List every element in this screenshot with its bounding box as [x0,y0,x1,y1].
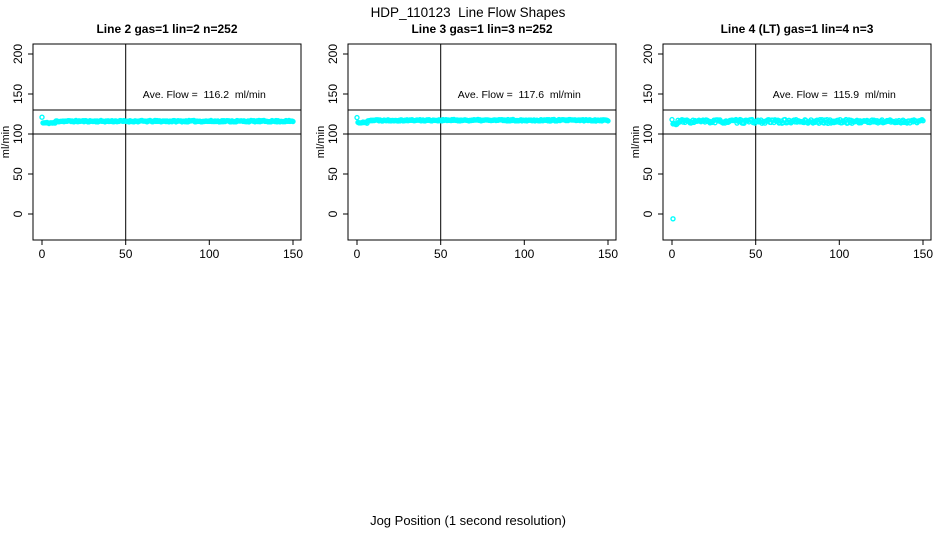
ave-flow-annotation: Ave. Flow = 116.2 ml/min [143,89,266,101]
x-tick-label: 100 [514,247,534,261]
data-point [39,114,45,120]
y-tick-label: 100 [11,124,25,144]
x-tick-label: 50 [434,247,448,261]
panel-line2: Line 2 gas=1 lin=2 n=252 0 50 100 150 0 50 100… [1,20,305,268]
plot-line4: 0 50 100 150 0 50 100 150 200 ml/min Ave. Flow = 1… [631,43,933,261]
y-axis-label: ml/min [631,126,642,158]
y-tick-label: 50 [11,167,25,181]
plot-frame [347,43,617,241]
data-point [670,216,676,222]
plot-line2: 0 50 100 150 0 50 100 150 200 ml/min Ave. Flow = 1… [1,43,303,261]
y-tick-label: 0 [641,210,655,217]
figure-title: HDP_110123 Line Flow Shapes [370,5,566,20]
x-tick-label: 100 [829,247,849,261]
x-tick-label: 100 [199,247,219,261]
y-tick-label: 150 [641,84,655,104]
plot-frame [662,43,932,241]
x-tick-label: 50 [119,247,133,261]
panel-line4: Line 4 (LT) gas=1 lin=4 n=3 0 50 100 150 0 50… [631,20,935,268]
y-tick-label: 150 [11,84,25,104]
data-point [290,118,296,125]
panel-line2-title: Line 2 gas=1 lin=2 n=252 [96,22,238,36]
data-point [920,117,926,124]
y-axis-label: ml/min [316,126,327,158]
x-tick-label: 150 [913,247,933,261]
x-tick-label: 0 [669,247,676,261]
y-tick-label: 150 [326,84,340,104]
y-tick-label: 50 [641,167,655,181]
ave-flow-annotation: Ave. Flow = 115.9 ml/min [773,89,896,101]
plot-line3: 0 50 100 150 0 50 100 150 200 ml/min Ave. Flow = 1… [316,43,618,261]
y-axis-label: ml/min [1,126,12,158]
plot-frame [32,43,302,241]
y-tick-label: 100 [326,124,340,144]
data-point [605,118,611,124]
x-tick-label: 50 [749,247,763,261]
x-tick-label: 150 [283,247,303,261]
y-tick-label: 0 [11,210,25,217]
y-tick-label: 200 [641,44,655,64]
y-tick-label: 0 [326,210,340,217]
x-tick-label: 0 [354,247,361,261]
data-point [354,114,360,121]
panel-line3-title: Line 3 gas=1 lin=3 n=252 [411,22,553,36]
y-tick-label: 50 [326,167,340,181]
y-tick-label: 100 [641,124,655,144]
x-tick-label: 150 [598,247,618,261]
ave-flow-annotation: Ave. Flow = 117.6 ml/min [458,89,581,101]
panel-line4-title: Line 4 (LT) gas=1 lin=4 n=3 [720,22,874,36]
x-tick-label: 0 [39,247,46,261]
x-axis-label: Jog Position (1 second resolution) [370,513,566,528]
data-point [669,116,675,123]
y-tick-label: 200 [326,44,340,64]
y-tick-label: 200 [11,44,25,64]
panel-line3: Line 3 gas=1 lin=3 n=252 0 50 100 150 0 50 100… [316,20,620,268]
